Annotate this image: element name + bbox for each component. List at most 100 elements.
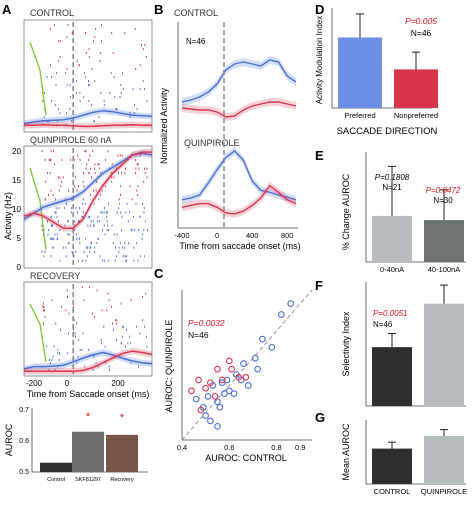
tick-label: 0.9 — [295, 443, 305, 452]
tick-label: 400 — [246, 231, 259, 240]
panel-c-xticks: 0.4 0.6 0.8 0.9 — [177, 443, 306, 452]
bar — [424, 303, 464, 406]
target-onset-trace — [29, 303, 47, 363]
scatter-point — [214, 423, 221, 430]
panel-e-p1: P=0.1808 — [375, 173, 410, 182]
category-label: Preferred — [344, 111, 375, 120]
panel-a-label-recovery: RECOVERY — [30, 271, 80, 281]
series-line — [23, 351, 153, 370]
scatter-point — [244, 382, 252, 389]
tick-label: 800 — [281, 231, 294, 240]
panel-f-p: P=0.0051 — [373, 309, 407, 318]
series-line — [23, 109, 153, 125]
panel-a-ylabel: Activity (Hz) — [3, 192, 13, 240]
panel-a: CONTROL QUINPIROLE 60 nA RECOVERY 0 5 10… — [3, 8, 153, 483]
panel-e: 0-40nA 40-100nA P=0.1808 N=21 P=0.0472 N=… — [341, 152, 466, 274]
scatter-point — [207, 417, 214, 425]
panel-letter-c: C — [154, 266, 164, 281]
tick-label: 20 — [12, 147, 21, 156]
panel-c-p: P=0.0032 — [188, 318, 225, 328]
auroc-yticks: 0.5 0.6 0.7 — [19, 407, 29, 476]
tick-label: -200 — [26, 379, 43, 388]
series-line — [24, 123, 152, 128]
panel-b-n: N=46 — [186, 37, 206, 46]
scatter-point — [259, 335, 266, 343]
target-onset-trace — [29, 41, 47, 116]
scatter-point — [204, 393, 212, 400]
bar — [394, 69, 438, 108]
auroc-ylabel: AUROC — [4, 423, 14, 456]
series-band — [24, 121, 152, 130]
bar — [424, 436, 464, 484]
scatter-point — [216, 403, 224, 411]
scatter-point — [277, 311, 285, 318]
scatter-point — [242, 373, 250, 381]
panel-b-xticks: -400 0 400 800 — [174, 231, 293, 240]
bar — [372, 347, 412, 406]
scatter-point — [211, 393, 219, 400]
panel-d: Preferred Nonpreferred P=0.005 N=46 Activ… — [315, 8, 438, 137]
panel-d-xlabel: SACCADE DIRECTION — [337, 126, 438, 137]
scatter-point — [195, 376, 202, 384]
panel-a-xlabel: Time from Saccade onset (ms) — [27, 389, 150, 399]
tick-label: 0 — [215, 231, 219, 240]
series-band — [182, 98, 296, 121]
panel-c-identity-line — [181, 289, 313, 441]
panel-a-xticks: -200 0 200 — [26, 379, 125, 388]
panel-f: P=0.0051 N=46 Selectivity Index — [341, 282, 466, 407]
panel-c-ylabel: AUROC: QUINPIROLE — [164, 319, 174, 412]
panel-b-xlabel: Time from saccade onset (ms) — [179, 241, 300, 251]
tick-label: 0.7 — [19, 407, 29, 414]
category-label: 0-40nA — [380, 265, 404, 274]
panel-f-bars — [372, 284, 464, 406]
scatter-point — [287, 300, 295, 307]
panel-letter-b: B — [154, 2, 163, 17]
category-label: QUINPIROLE — [421, 487, 467, 496]
panel-c-xlabel: AUROC: CONTROL — [205, 453, 287, 463]
category-label: Recovery — [110, 477, 133, 483]
scatter-point — [221, 390, 228, 397]
panel-a-yticks: 0 5 10 15 20 — [12, 147, 21, 272]
panel-letter-a: A — [2, 2, 12, 17]
panel-letter-g: G — [315, 410, 325, 425]
panel-c-n: N=46 — [188, 330, 209, 340]
panel-d-p: P=0.005 — [405, 16, 437, 26]
bar — [372, 215, 412, 262]
scatter-point — [268, 343, 276, 351]
panel-a-label-control: CONTROL — [30, 8, 74, 18]
panel-b-curves — [181, 56, 297, 218]
scatter-point — [225, 357, 233, 365]
panel-e-bars: 0-40nA 40-100nA — [372, 165, 464, 274]
scatter-point — [202, 384, 209, 392]
scatter-point — [218, 376, 226, 384]
panel-b-label-control: CONTROL — [174, 8, 218, 18]
tick-label: 0 — [17, 263, 22, 272]
category-label: Control — [47, 477, 65, 483]
scatter-point — [254, 365, 261, 373]
bar — [72, 431, 104, 472]
panel-d-ylabel: Activity Modulation Index — [315, 16, 324, 105]
bar — [424, 220, 464, 262]
tick-label: 0.4 — [177, 443, 187, 452]
category-label: Nonpreferred — [394, 111, 438, 120]
series-line — [24, 350, 153, 373]
series-line — [181, 59, 297, 103]
scatter-point — [197, 406, 205, 414]
series-band — [182, 56, 296, 106]
panel-d-n: N=46 — [411, 28, 432, 38]
tick-label: 0.6 — [224, 443, 234, 452]
tick-label: 15 — [12, 176, 21, 185]
panel-c: P=0.0032 N=46 AUROC: QUINPIROLE 0.4 0.6 0.… — [164, 289, 313, 463]
scatter-point — [202, 412, 209, 419]
panel-g: CONTROL QUINPIROLE Mean AUROC — [341, 420, 467, 496]
raster-plots — [29, 24, 148, 371]
tick-label: 0.6 — [19, 438, 29, 445]
series-line — [181, 101, 297, 118]
panel-letter-d: D — [315, 2, 324, 17]
scatter-point — [235, 373, 243, 381]
panel-e-ylabel: % Change AUROC — [341, 173, 351, 250]
tick-label: 0.8 — [271, 443, 281, 452]
panel-e-n2: N=30 — [433, 196, 453, 205]
series-line — [181, 149, 297, 201]
panel-letter-f: F — [315, 278, 323, 293]
